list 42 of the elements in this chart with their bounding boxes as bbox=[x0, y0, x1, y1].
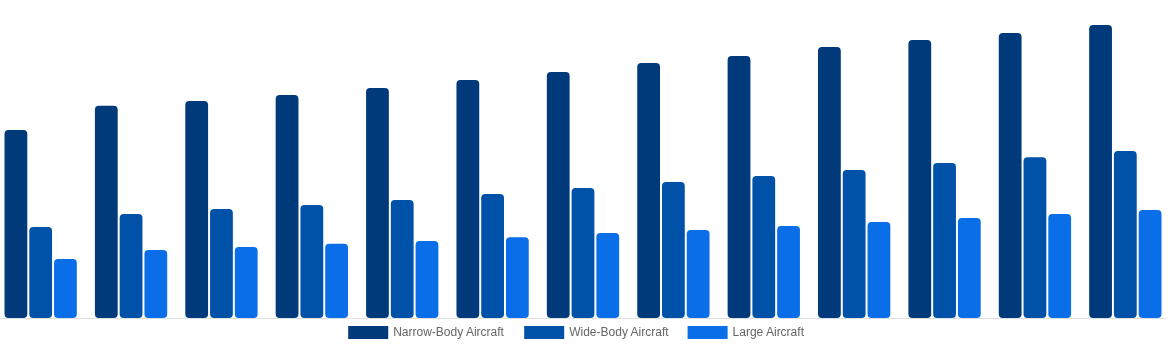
bar bbox=[325, 243, 348, 318]
bar bbox=[185, 100, 209, 318]
bar bbox=[1048, 213, 1072, 318]
bar bbox=[456, 80, 480, 318]
bar bbox=[366, 88, 389, 318]
bar bbox=[727, 56, 751, 318]
bar bbox=[818, 46, 841, 318]
bar bbox=[1023, 157, 1047, 318]
bar bbox=[596, 233, 620, 318]
bar bbox=[908, 39, 932, 318]
bar bbox=[571, 187, 595, 318]
bar bbox=[29, 226, 53, 318]
bar bbox=[210, 209, 233, 318]
bar bbox=[234, 247, 258, 318]
bar bbox=[933, 163, 956, 318]
bar bbox=[998, 32, 1022, 318]
bar bbox=[54, 259, 77, 318]
bar bbox=[1138, 209, 1162, 318]
bar bbox=[777, 226, 800, 318]
bar bbox=[415, 240, 439, 318]
bar bbox=[94, 105, 118, 318]
bar bbox=[662, 182, 685, 318]
bar bbox=[867, 221, 891, 318]
legend-label: Wide-Body Aircraft bbox=[569, 325, 670, 339]
legend-label: Large Aircraft bbox=[732, 325, 805, 339]
bar bbox=[4, 129, 28, 318]
bar bbox=[300, 204, 324, 318]
bar bbox=[1113, 150, 1137, 318]
bar bbox=[481, 194, 504, 318]
bar bbox=[390, 199, 414, 318]
bar bbox=[1089, 25, 1112, 318]
bar bbox=[957, 218, 981, 318]
bar bbox=[842, 170, 866, 318]
bar bbox=[752, 175, 776, 318]
bar bbox=[119, 213, 143, 318]
bar bbox=[275, 95, 299, 318]
bar bbox=[637, 63, 661, 318]
bar bbox=[686, 230, 710, 318]
legend-label: Narrow-Body Aircraft bbox=[393, 325, 505, 339]
bar bbox=[144, 250, 168, 318]
bar bbox=[546, 71, 570, 318]
bar bbox=[505, 237, 529, 318]
